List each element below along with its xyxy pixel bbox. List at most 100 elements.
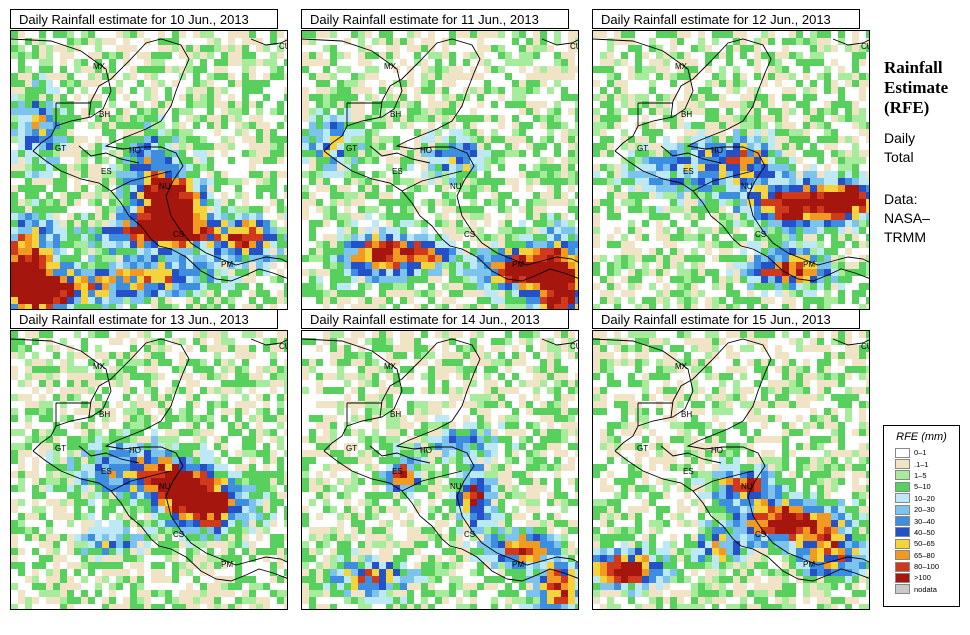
rain-cell: [456, 234, 463, 241]
rain-cell: [428, 262, 435, 269]
rain-cell: [193, 471, 200, 478]
rain-cell: [575, 143, 578, 150]
rain-cell: [151, 492, 158, 499]
rain-cell: [309, 269, 316, 276]
rain-cell: [81, 164, 88, 171]
panel-title: Daily Rainfall estimate for 14 Jun., 201…: [301, 309, 569, 329]
rain-cell: [165, 590, 172, 597]
rain-cell: [25, 297, 32, 304]
rain-cell: [67, 136, 74, 143]
rain-cell: [302, 290, 309, 297]
rain-cell: [491, 192, 498, 199]
rain-cell: [365, 234, 372, 241]
rain-cell: [151, 73, 158, 80]
rain-cell: [526, 290, 533, 297]
rain-cell: [67, 38, 74, 45]
rain-cell: [25, 80, 32, 87]
rain-cell: [824, 87, 831, 94]
rain-cell: [11, 94, 18, 101]
rain-cell: [284, 115, 287, 122]
rain-cell: [242, 590, 249, 597]
rain-cell: [284, 534, 287, 541]
rain-cell: [179, 220, 186, 227]
rain-cell: [53, 101, 60, 108]
country-label-pm: PM: [803, 260, 815, 269]
rain-cell: [18, 171, 25, 178]
rain-cell: [165, 129, 172, 136]
rain-cell: [102, 122, 109, 129]
rain-cell: [32, 178, 39, 185]
rain-cell: [249, 576, 256, 583]
rain-cell: [761, 283, 768, 290]
rain-cell: [554, 31, 561, 38]
rain-cell: [256, 171, 263, 178]
rain-cell: [11, 122, 18, 129]
rain-cell: [32, 478, 39, 485]
rain-cell: [705, 269, 712, 276]
rain-cell: [130, 359, 137, 366]
rain-cell: [32, 492, 39, 499]
rain-cell: [137, 227, 144, 234]
rain-cell: [137, 255, 144, 262]
rain-cell: [81, 436, 88, 443]
rain-cell: [53, 94, 60, 101]
rain-cell: [123, 373, 130, 380]
rain-cell: [593, 227, 600, 234]
rain-cell: [747, 129, 754, 136]
rain-cell: [663, 297, 670, 304]
rain-cell: [642, 220, 649, 227]
rain-cell: [796, 59, 803, 66]
rain-cell: [456, 206, 463, 213]
rain-cell: [691, 101, 698, 108]
rain-cell: [470, 220, 477, 227]
rain-cell: [158, 31, 165, 38]
rain-cell: [831, 185, 838, 192]
rain-cell: [270, 38, 277, 45]
rain-cell: [677, 192, 684, 199]
rain-cell: [67, 520, 74, 527]
rain-cell: [316, 297, 323, 304]
rain-cell: [435, 234, 442, 241]
rain-cell: [379, 241, 386, 248]
rain-cell: [656, 59, 663, 66]
rain-cell: [547, 129, 554, 136]
rain-cell: [470, 129, 477, 136]
rain-cell: [25, 534, 32, 541]
rain-cell: [207, 171, 214, 178]
rain-cell: [109, 457, 116, 464]
rain-cell: [796, 31, 803, 38]
rain-cell: [330, 262, 337, 269]
rain-cell: [74, 304, 81, 309]
rain-cell: [130, 101, 137, 108]
rain-cell: [186, 94, 193, 101]
rain-cell: [449, 143, 456, 150]
rain-cell: [393, 178, 400, 185]
rain-cell: [144, 269, 151, 276]
rain-cell: [449, 73, 456, 80]
rain-cell: [25, 101, 32, 108]
rain-cell: [803, 150, 810, 157]
rain-cell: [186, 171, 193, 178]
rain-cell: [193, 576, 200, 583]
rain-cell: [733, 227, 740, 234]
rain-cell: [379, 227, 386, 234]
rain-cell: [18, 499, 25, 506]
rain-cell: [172, 380, 179, 387]
rain-cell: [207, 31, 214, 38]
rain-cell: [449, 227, 456, 234]
rain-cell: [193, 94, 200, 101]
rain-cell: [207, 157, 214, 164]
rain-cell: [214, 478, 221, 485]
rain-cell: [88, 66, 95, 73]
rain-cell: [547, 192, 554, 199]
rain-cell: [817, 304, 824, 309]
rain-cell: [144, 157, 151, 164]
rain-cell: [207, 122, 214, 129]
rain-cell: [477, 185, 484, 192]
rain-cell: [130, 192, 137, 199]
rain-cell: [691, 73, 698, 80]
rain-cell: [428, 73, 435, 80]
rain-cell: [817, 192, 824, 199]
rain-cell: [393, 269, 400, 276]
rain-cell: [242, 262, 249, 269]
